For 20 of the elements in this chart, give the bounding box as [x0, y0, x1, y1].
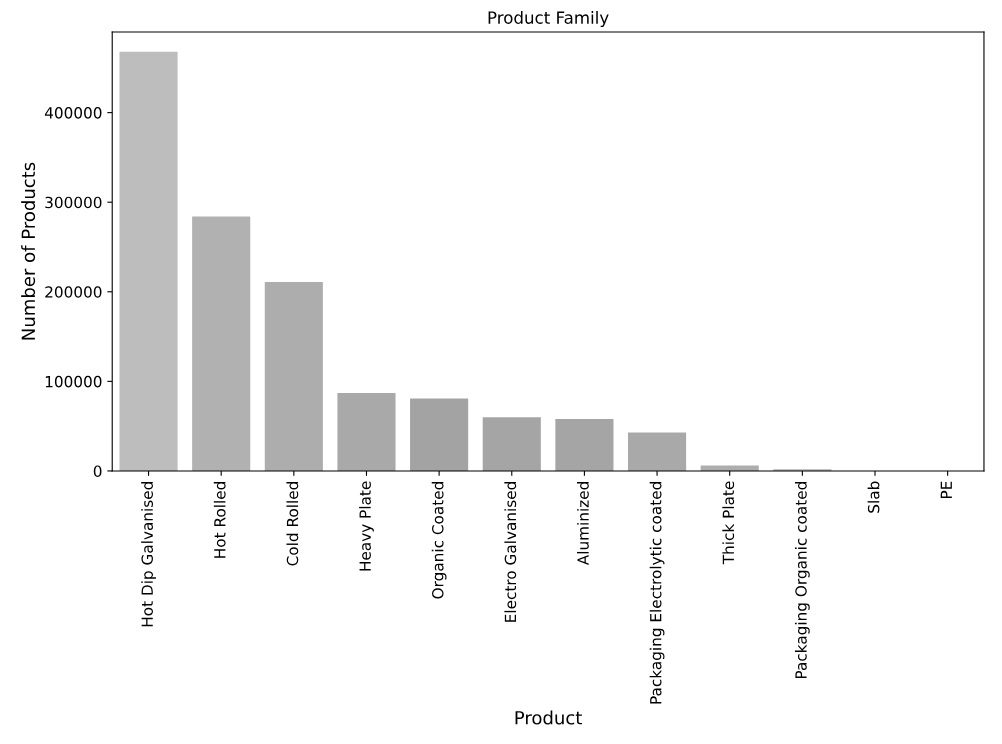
x-tick-label: Aluminized — [577, 482, 589, 566]
x-tick-label: Packaging Electrolytic coated — [649, 482, 665, 704]
x-tick-label: Thick Plate — [722, 481, 735, 565]
x-tick-label: Hot Dip Galvanised — [141, 482, 156, 627]
y-tick-label: 300000 — [45, 196, 102, 209]
x-tick-label: Organic Coated — [431, 482, 447, 599]
x-tick-label: Electro Galvanised — [504, 482, 517, 622]
x-axis-title: Product — [515, 710, 582, 725]
x-tick-label: Slab — [867, 481, 880, 513]
y-tick-label: 200000 — [45, 286, 102, 298]
y-tick-label: 100000 — [45, 375, 102, 388]
x-tick-label: Hot Rolled — [213, 482, 226, 558]
y-axis-title: Number of Products — [21, 162, 36, 340]
x-tick-label: Packaging Organic coated — [794, 482, 810, 679]
chart-title: Product Family — [488, 10, 609, 28]
y-tick-label: 0 — [93, 465, 102, 477]
x-tick-label: Heavy Plate — [359, 481, 374, 571]
y-tick-label: 400000 — [44, 107, 102, 119]
x-tick-label: Cold Rolled — [286, 482, 299, 566]
x-tick-label: PE — [940, 481, 952, 499]
